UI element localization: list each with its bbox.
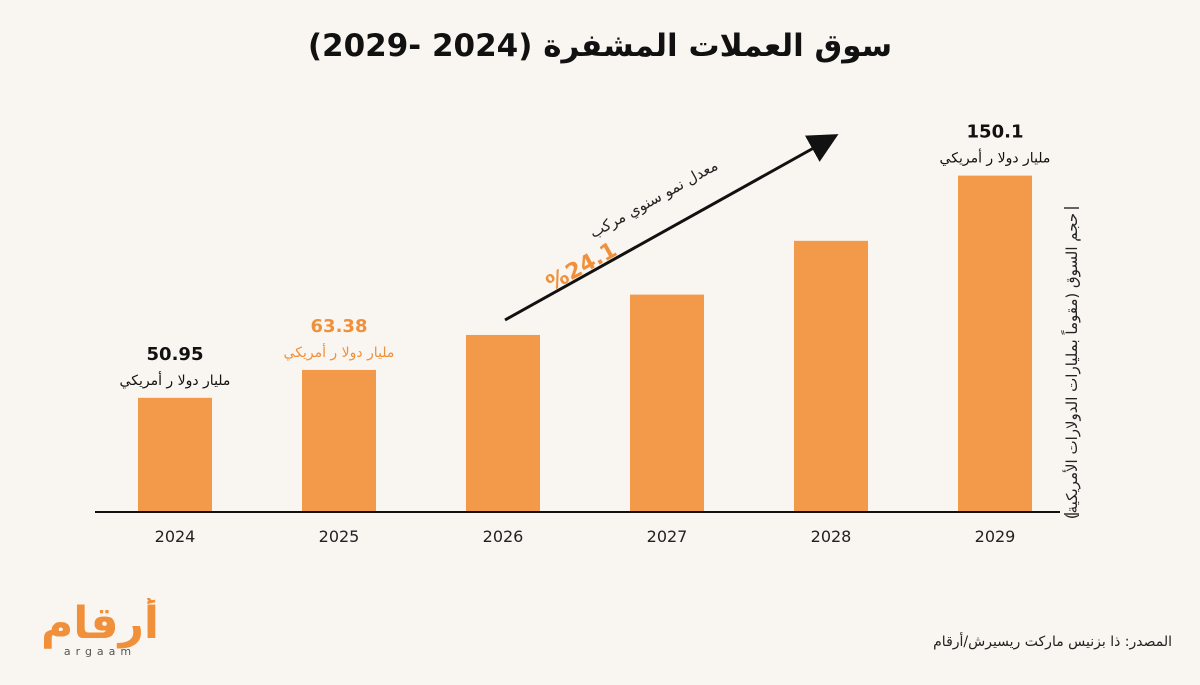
growth-arrow — [504, 134, 839, 322]
logo-arabic: أرقام — [41, 598, 159, 649]
data-label-value-2025: 63.38 — [311, 316, 368, 337]
x-tick-label-2027: 2027 — [647, 527, 688, 546]
x-tick-label-2029: 2029 — [975, 527, 1016, 546]
bar-2029 — [958, 175, 1032, 512]
argaam-logo: أرقام argaam — [41, 598, 159, 658]
x-tick-label-2024: 2024 — [155, 527, 196, 546]
bar-2026 — [466, 334, 540, 512]
x-tick-label-2026: 2026 — [483, 527, 524, 546]
data-label-value-2029: 150.1 — [967, 122, 1024, 143]
cagr-value: %24.1 — [542, 238, 621, 297]
x-tick-label-2028: 2028 — [811, 527, 852, 546]
bar-2025 — [302, 369, 376, 512]
source-note: المصدر: ذا بزنيس ماركت ريسيرش/أرقام — [933, 634, 1172, 650]
bar-2027 — [630, 294, 704, 512]
data-label-unit-2025: مليار دولا ر أمريكي — [284, 343, 395, 361]
growth-annotation: معدل نمو سنوي مركب%24.1 — [542, 156, 722, 297]
chart-title: سوق العملات المشفرة (2024 -2029) — [307, 28, 893, 64]
data-label-unit-2029: مليار دولا ر أمريكي — [940, 149, 1051, 167]
y-axis-label: حجم السوق (مقوماً بمليارات الدولارات الأ… — [1063, 212, 1081, 520]
data-label-value-2024: 50.95 — [147, 344, 204, 365]
cagr-label: معدل نمو سنوي مركب — [587, 156, 722, 243]
data-label-unit-2024: مليار دولا ر أمريكي — [120, 371, 231, 389]
logo-latin: argaam — [64, 645, 136, 658]
bar-2028 — [794, 240, 868, 513]
bar-2024 — [138, 397, 212, 512]
x-tick-label-2025: 2025 — [319, 527, 360, 546]
